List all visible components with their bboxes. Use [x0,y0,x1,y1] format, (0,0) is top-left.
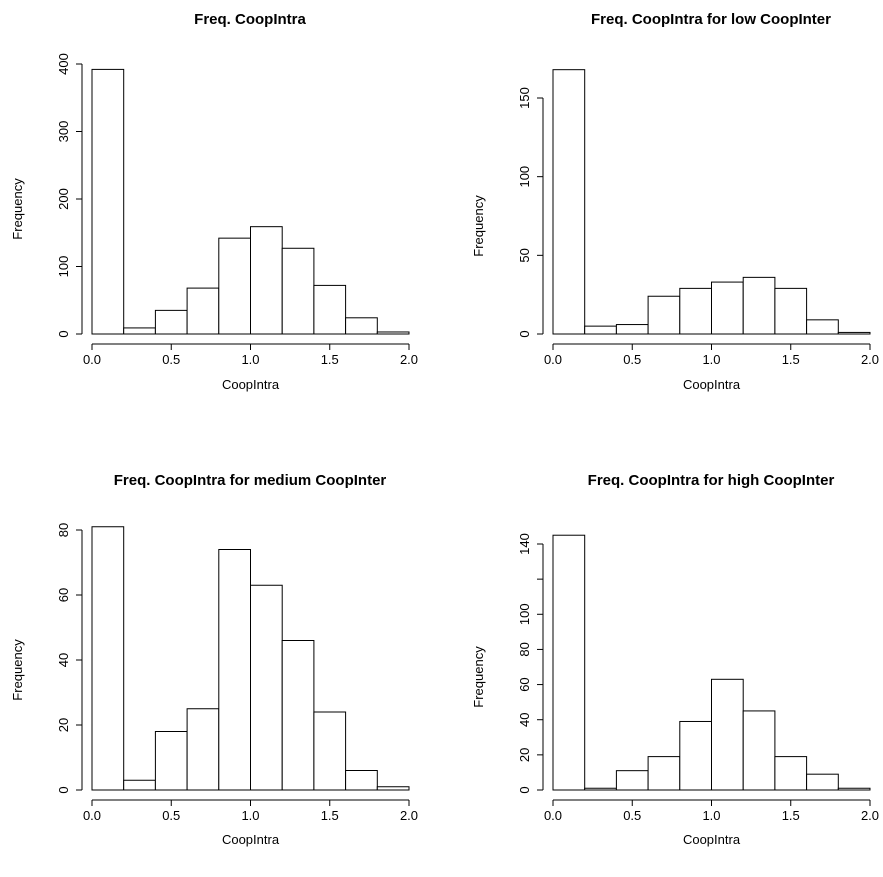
histogram-bar [647,756,681,791]
histogram-bar [91,526,125,791]
histogram-bar [711,678,744,791]
x-tick-label: 1.0 [241,808,259,823]
histogram-bar [218,549,252,791]
y-tick-label: 200 [56,188,71,210]
y-tick-label: 80 [56,523,71,537]
histogram-bar [123,779,156,791]
x-tick-label: 1.0 [241,352,259,367]
histogram-bar [376,331,410,335]
histogram-bar [679,287,712,335]
chart-title: Freq. CoopIntra [194,11,306,28]
y-tick-label: 60 [56,588,71,602]
histogram-bar [345,317,378,335]
histogram-bar [837,331,871,335]
histogram-bar [186,708,220,791]
x-tick-label: 2.0 [400,808,418,823]
y-tick-label: 400 [56,53,71,75]
histogram-bar [281,640,315,791]
histogram-bar [218,237,252,335]
histogram-bar [376,786,410,791]
x-tick-label: 1.5 [321,352,339,367]
histogram-bar [774,287,808,335]
x-tick-label: 2.0 [861,352,879,367]
histogram-bar [584,787,617,791]
histogram-bar [186,287,220,335]
histogram-bar [615,324,649,335]
y-tick-label: 60 [517,677,532,691]
histogram-bar [250,226,283,335]
histogram-bar [742,276,776,335]
x-axis-label: CoopIntra [222,377,280,392]
y-tick-label: 80 [517,642,532,656]
x-tick-label: 0.0 [83,352,101,367]
histogram-bar [91,68,125,335]
histogram-bar [615,770,649,791]
x-tick-label: 1.5 [782,352,800,367]
x-tick-label: 2.0 [861,808,879,823]
x-axis-label: CoopIntra [683,377,741,392]
y-tick-label: 150 [517,87,532,109]
x-tick-label: 1.5 [782,808,800,823]
chart-panel-3: Freq. CoopIntra for medium CoopInter 0.0 0… [10,472,418,847]
x-tick-label: 0.0 [544,808,562,823]
histogram-bar [647,295,681,335]
x-tick-label: 0.5 [623,352,641,367]
x-tick-label: 1.0 [702,352,720,367]
x-tick-label: 1.5 [321,808,339,823]
y-tick-label: 20 [517,748,532,762]
x-axis-label: CoopIntra [683,832,741,847]
histogram-bar [552,534,586,791]
histogram-bar [154,309,188,335]
y-tick-label: 140 [517,533,532,555]
chart-panel-1: Freq. CoopIntra 0.0 0.5 1.0 1.5 2.0 0 100 200 300… [10,11,418,392]
x-tick-label: 0.5 [162,352,180,367]
chart-title: Freq. CoopIntra for low CoopInter [591,11,831,28]
histogram-bar [552,69,586,335]
histogram-bar [281,247,315,335]
y-tick-label: 300 [56,121,71,143]
histogram-bar [806,773,839,791]
y-tick-label: 20 [56,718,71,732]
histogram-bar [313,711,347,791]
histogram-bar [154,731,188,791]
y-tick-label: 0 [56,786,71,793]
y-tick-label: 0 [56,330,71,337]
y-tick-label: 40 [517,712,532,726]
x-tick-label: 0.5 [162,808,180,823]
y-tick-label: 50 [517,248,532,262]
histogram-bar [584,325,617,335]
histogram-bar [711,281,744,335]
histogram-bar [679,720,712,791]
y-axis-label: Frequency [471,195,486,257]
histogram-bar [250,584,283,791]
y-tick-label: 0 [517,786,532,793]
y-tick-label: 0 [517,330,532,337]
x-tick-label: 0.5 [623,808,641,823]
histogram-bar [313,284,347,335]
histogram-bar [837,787,871,791]
x-axis-label: CoopIntra [222,832,280,847]
histogram-bar [742,710,776,791]
y-tick-label: 40 [56,653,71,667]
chart-title: Freq. CoopIntra for medium CoopInter [114,472,387,489]
histogram-bar [345,770,378,791]
histogram-bar [774,756,808,791]
x-tick-label: 0.0 [83,808,101,823]
histogram-bar [123,327,156,335]
chart-panel-2: Freq. CoopIntra for low CoopInter 0.0 0.5 1… [471,11,879,392]
y-tick-label: 100 [517,603,532,625]
y-axis-label: Frequency [471,646,486,708]
y-tick-label: 100 [517,166,532,188]
x-tick-label: 0.0 [544,352,562,367]
y-axis-label: Frequency [10,178,25,240]
chart-title: Freq. CoopIntra for high CoopInter [588,472,835,489]
x-tick-label: 1.0 [702,808,720,823]
histogram-bar [806,319,839,335]
y-tick-label: 100 [56,256,71,278]
y-axis-label: Frequency [10,639,25,701]
chart-panel-4: Freq. CoopIntra for high CoopInter 0.0 0.5… [471,472,879,847]
x-tick-label: 2.0 [400,352,418,367]
